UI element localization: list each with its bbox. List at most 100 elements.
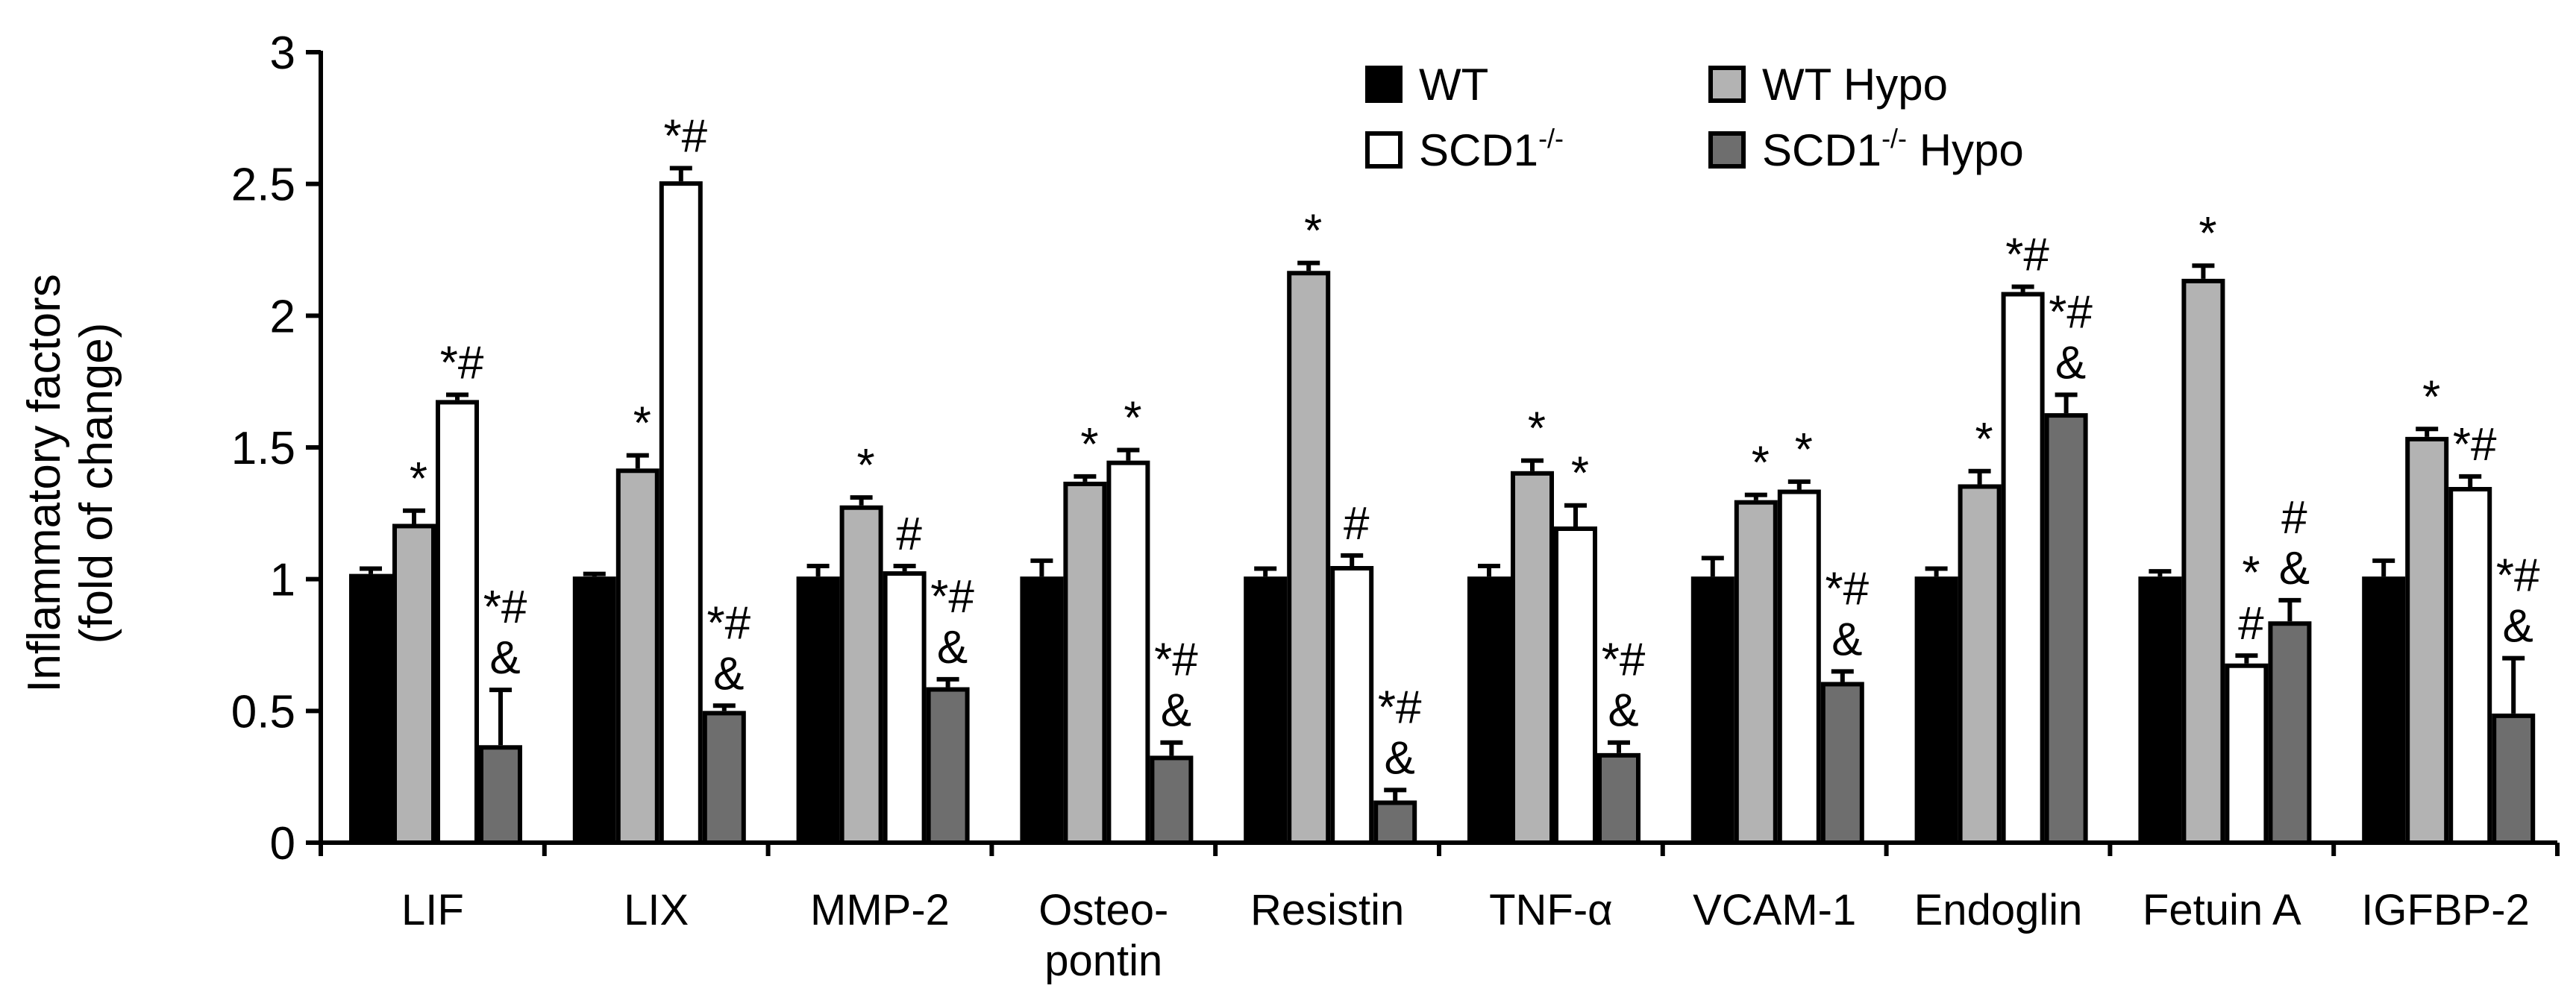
significance-marker: #: [2281, 492, 2307, 544]
significance-marker: *: [1124, 393, 1141, 444]
bar: [2044, 413, 2088, 845]
significance-marker: *#: [1154, 635, 1198, 686]
x-category-label: VCAM-1: [1693, 886, 1856, 934]
significance-marker: &: [1608, 685, 1638, 737]
legend-swatch: [1365, 66, 1403, 103]
significance-marker: &: [2055, 337, 2086, 389]
y-axis-title: Inflammatory factors (fold of change): [19, 274, 122, 693]
bar: [1373, 800, 1417, 846]
significance-marker: *: [1795, 424, 1813, 476]
legend: WT WT Hypo SCD1-/- SCD1-/- Hypo: [1365, 60, 2024, 175]
significance-marker: &: [2279, 543, 2310, 594]
bar: [392, 523, 436, 845]
bar: [659, 181, 703, 845]
bar: [1330, 566, 1374, 845]
bar: [2181, 278, 2225, 846]
significance-marker: *#: [663, 110, 707, 162]
bar: [1554, 526, 1597, 845]
significance-marker: *: [2242, 547, 2260, 599]
bar: [1511, 471, 1554, 845]
significance-marker: *#: [2049, 286, 2093, 338]
bar: [1244, 576, 1288, 846]
significance-marker: *#: [706, 597, 750, 649]
bar: [615, 468, 659, 845]
legend-label: WT Hypo: [1762, 60, 1948, 110]
significance-marker: *: [410, 453, 427, 505]
y-tick-label: 0.5: [231, 686, 295, 738]
bar: [572, 576, 616, 846]
bar: [436, 400, 479, 845]
bar: [1777, 489, 1821, 845]
legend-swatch: [1708, 66, 1746, 103]
x-category-label: Endoglin: [1914, 886, 2083, 934]
bar: [1597, 752, 1640, 845]
bar: [1287, 271, 1331, 845]
significance-marker: *#: [930, 571, 974, 623]
bar: [2362, 576, 2406, 846]
y-tick-label: 1.5: [231, 423, 295, 474]
significance-marker: *: [1752, 438, 1770, 489]
bar: [479, 745, 522, 845]
bar: [2405, 436, 2449, 845]
significance-marker: #: [896, 509, 922, 560]
significance-marker: #: [2238, 598, 2264, 650]
y-axis-title-line-1: Inflammatory factors: [19, 274, 70, 693]
significance-marker: *: [1571, 448, 1589, 500]
significance-marker: *#: [1378, 682, 1422, 733]
bar: [1820, 682, 1864, 846]
significance-marker: *#: [1825, 563, 1869, 614]
bar: [1690, 576, 1734, 846]
significance-marker: *: [1304, 206, 1322, 257]
y-tick-label: 1: [270, 555, 295, 606]
significance-marker: *: [633, 398, 651, 450]
bar: [796, 576, 840, 846]
bars: [349, 181, 2536, 846]
significance-marker: &: [937, 622, 968, 673]
bar: [702, 711, 746, 845]
x-category-label: LIX: [624, 886, 689, 934]
x-category-label: IGFBP-2: [2361, 886, 2530, 934]
significance-marker: &: [489, 632, 520, 684]
x-category-label: Osteo-: [1038, 886, 1168, 934]
legend-swatch: [1365, 131, 1403, 169]
y-tick-label: 3: [270, 28, 295, 79]
x-category-label: LIF: [401, 886, 464, 934]
y-tick-label: 2: [270, 291, 295, 342]
legend-label: WT: [1419, 60, 1488, 110]
bar: [1467, 576, 1511, 846]
significance-marker: *: [2422, 371, 2440, 423]
bar: [2001, 292, 2045, 845]
significance-marker: *#: [2453, 419, 2497, 471]
significance-marker: &: [1161, 685, 1191, 737]
bar: [2268, 621, 2312, 845]
significance-marker: *#: [1602, 635, 1646, 686]
bar: [2448, 487, 2492, 845]
significance-marker: *#: [2005, 229, 2049, 280]
significance-marker: &: [1831, 614, 1862, 665]
x-category-label: Fetuin A: [2143, 886, 2301, 934]
x-category-label: MMP-2: [810, 886, 950, 934]
bar: [926, 687, 970, 845]
y-tick-label: 0: [270, 818, 295, 870]
significance-marker: *: [1528, 403, 1546, 455]
error-bars: [360, 166, 2525, 801]
x-category-label: pontin: [1044, 937, 1162, 985]
significance-marker: *#: [483, 582, 527, 633]
significance-marker: *#: [440, 337, 484, 389]
bar: [1106, 460, 1150, 846]
bar: [1020, 576, 1064, 846]
x-axis-ticks: LIF LIX MMP-2 Osteo-pontin Resistin TNF-α VCAM…: [319, 843, 2560, 985]
legend-swatch: [1708, 131, 1746, 169]
significance-marker: *#: [2496, 550, 2540, 602]
bar: [1063, 481, 1107, 846]
significance-marker: *: [857, 440, 875, 491]
significance-marker: #: [1344, 498, 1370, 550]
y-tick-label: 2.5: [231, 160, 295, 211]
bar: [2138, 576, 2182, 846]
significance-marker: *: [2199, 208, 2216, 260]
legend-label: SCD1-/- Hypo: [1762, 123, 2024, 175]
legend-label: SCD1-/-: [1419, 123, 1564, 175]
significance-annotations: *** **** ****#*##*#* **##**#&*#&*# &*#&*#&*#…: [410, 110, 2540, 784]
significance-marker: &: [2503, 601, 2533, 653]
